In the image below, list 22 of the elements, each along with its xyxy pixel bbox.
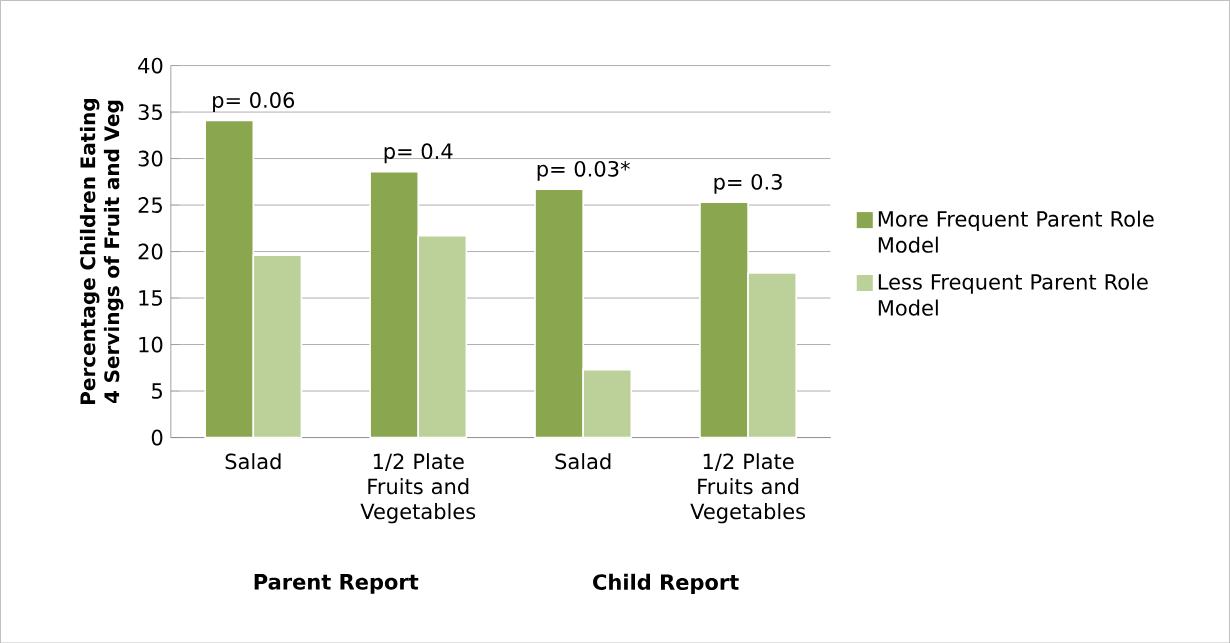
text: Child Report (593, 573, 739, 594)
y-axis-title: Percentage Children Eating 4 Servings of Fruit and Veg (79, 98, 124, 404)
x-tick-label: Salad (555, 452, 611, 470)
y-tick-label: 25 (138, 196, 162, 213)
y-tick-label: 0 (151, 429, 163, 446)
x-tick-label: 1/2 Plate Fruits and Vegetables (690, 452, 806, 524)
annotation: p= 0.3 (714, 173, 782, 194)
annotation: p= 0.03* (537, 160, 630, 181)
y-tick-label: 40 (138, 57, 163, 74)
y-tick-label: 30 (138, 150, 163, 167)
annotation: p= 0.06 (213, 91, 295, 112)
y-tick-label: 10 (139, 336, 163, 353)
legend-label: More Frequent Parent Role Model (878, 210, 1154, 253)
legend-label: Less Frequent Parent Role Model (878, 273, 1148, 316)
y-tick-label: 15 (139, 290, 162, 306)
y-tick-label: 35 (138, 103, 162, 120)
annotation: p= 0.4 (384, 143, 453, 163)
text: Parent Report (254, 573, 419, 594)
y-tick-label: 20 (138, 243, 163, 260)
x-tick-label: 1/2 Plate Fruits and Vegetables (360, 452, 476, 524)
y-tick-label: 5 (152, 383, 162, 399)
x-tick-label: Salad (225, 452, 281, 470)
